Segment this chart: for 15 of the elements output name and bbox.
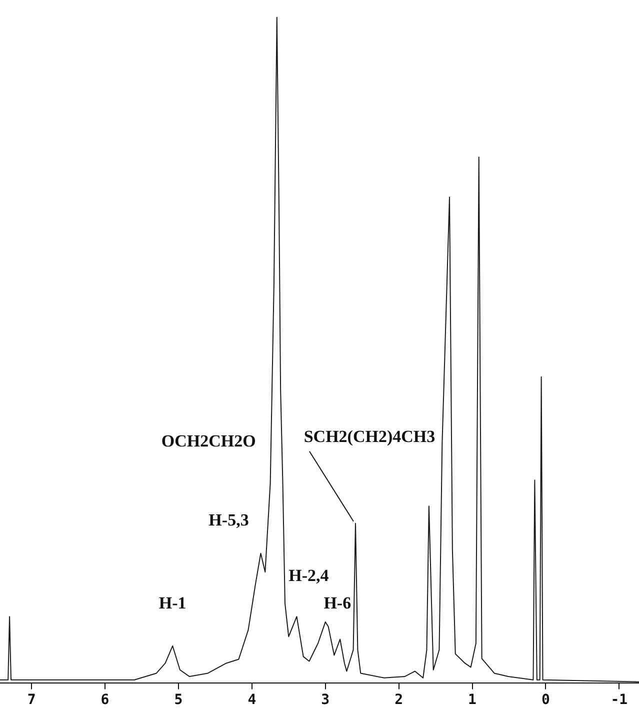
annotation: H-2,4 bbox=[288, 566, 330, 585]
x-tick-label: 5 bbox=[174, 692, 183, 708]
x-tick-label: 3 bbox=[321, 692, 330, 708]
x-tick-label: -1 bbox=[610, 692, 628, 708]
annotation: OCH2CH2O bbox=[161, 432, 256, 451]
x-tick-label: 0 bbox=[542, 692, 550, 708]
annotation: SCH2(CH2)4CH3 bbox=[304, 426, 436, 446]
annotation: H-6 bbox=[324, 593, 352, 612]
x-tick-label: 6 bbox=[100, 692, 110, 708]
x-tick-label: 1 bbox=[468, 692, 476, 708]
annotation: H-1 bbox=[158, 593, 186, 612]
x-tick-label: 7 bbox=[27, 692, 36, 708]
x-tick-label: 4 bbox=[248, 692, 256, 708]
x-tick-label: 2 bbox=[394, 692, 404, 708]
annotation: H-5,3 bbox=[208, 510, 249, 530]
